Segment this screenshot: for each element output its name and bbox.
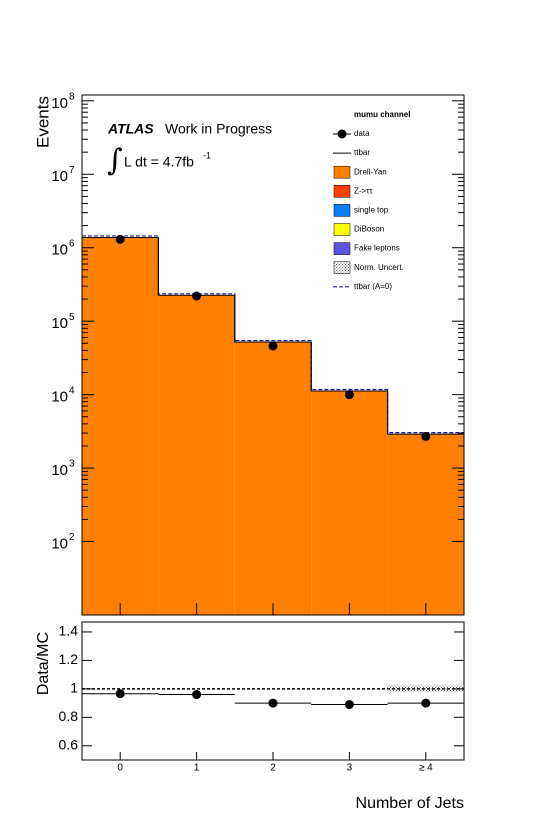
legend-swatch [333, 242, 351, 255]
legend-swatch [333, 261, 351, 274]
integral-sign: ∫ [107, 143, 123, 178]
y-tick-label: 1.2 [59, 651, 79, 667]
y-tick-label: 10 [51, 462, 68, 479]
experiment-label: ATLAS [107, 121, 154, 137]
legend-label: DiBoson [354, 225, 384, 234]
y-tick-label: 1.4 [59, 623, 79, 639]
legend-marker [337, 129, 347, 139]
legend-label: data [354, 129, 370, 138]
x-tick-label: 2 [270, 763, 276, 774]
bar [158, 295, 235, 615]
y-tick-exponent: 2 [69, 532, 75, 543]
legend-swatch [333, 204, 351, 217]
legend-swatch [333, 185, 351, 198]
y-tick-label: 0.6 [59, 736, 79, 752]
y-tick-label: 1 [70, 680, 78, 696]
data-point [421, 431, 431, 441]
bar [234, 342, 312, 615]
legend-swatch [333, 223, 351, 236]
luminosity-exponent: -1 [203, 150, 211, 160]
status-label: Work in Progress [165, 121, 272, 137]
y-tick-label: 0.8 [59, 708, 79, 724]
legend-label: ttbar [354, 148, 370, 157]
ratio-point [421, 698, 431, 708]
legend-swatch [333, 165, 351, 179]
y-tick-label: 10 [51, 95, 68, 112]
ratio-point [115, 689, 125, 699]
legend-title: mumu channel [354, 110, 410, 119]
y-tick-exponent: 4 [69, 385, 75, 396]
luminosity-label: L dt = 4.7fb [124, 154, 194, 170]
ratio-point [344, 700, 354, 710]
y-tick-label: 10 [51, 242, 68, 259]
bar [387, 434, 464, 615]
legend-label: Z->ττ [354, 186, 373, 195]
x-tick-label: 1 [194, 763, 200, 774]
y-tick-exponent: 3 [69, 459, 75, 470]
y-tick-exponent: 6 [69, 238, 75, 249]
ratio-point [268, 698, 278, 708]
y-tick-exponent: 5 [69, 312, 75, 323]
x-axis-label: Number of Jets [356, 795, 464, 812]
norm-uncert-band [387, 685, 464, 692]
y-tick-label: 10 [51, 389, 68, 406]
legend-label: ttbar (A=0) [354, 282, 392, 291]
y-axis-label: Events [33, 96, 52, 148]
x-tick-label: ≥ 4 [419, 763, 433, 774]
y-tick-label: 10 [51, 315, 68, 332]
legend-label: Norm. Uncert. [354, 263, 404, 272]
y-tick-label: 10 [51, 536, 68, 553]
data-point [192, 291, 202, 301]
y-tick-exponent: 8 [69, 91, 75, 102]
y-tick-exponent: 7 [69, 165, 75, 176]
bar [311, 391, 388, 615]
ratio-y-axis-label: Data/MC [35, 632, 52, 695]
x-tick-label: 0 [117, 763, 123, 774]
data-point [115, 234, 125, 244]
y-tick-label: 10 [51, 168, 68, 185]
legend-label: Fake leptons [354, 244, 400, 253]
data-point [268, 341, 278, 351]
data-point [344, 390, 354, 400]
x-tick-label: 3 [347, 763, 353, 774]
legend-label: Drell-Yan [354, 167, 387, 176]
legend-label: single top [354, 206, 389, 215]
ratio-point [192, 690, 202, 700]
bar [82, 237, 159, 615]
